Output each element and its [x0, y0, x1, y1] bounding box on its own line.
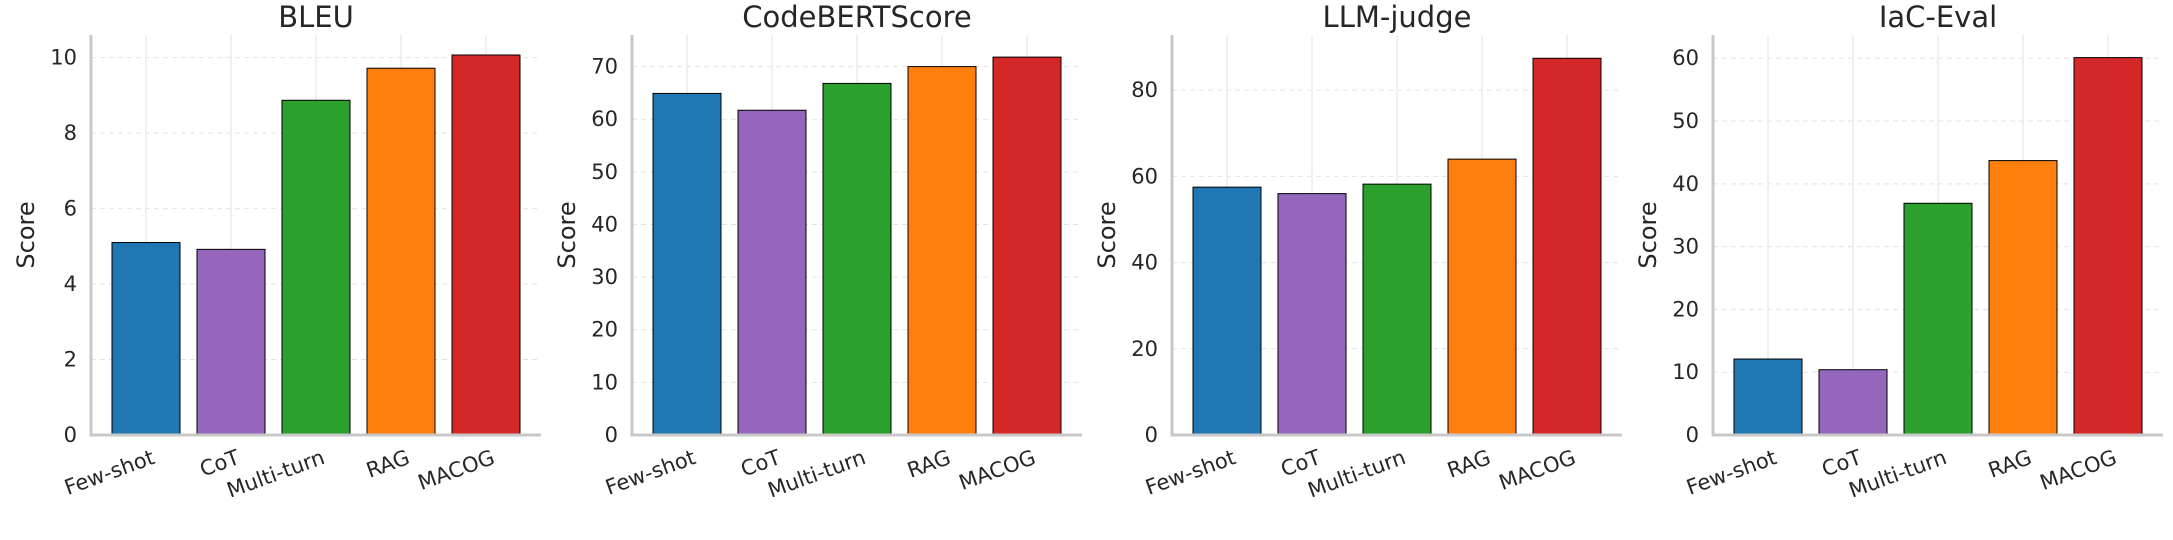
y-tick-label: 0	[605, 423, 618, 447]
bar-macog	[451, 54, 521, 436]
x-tick-label: Few-shot	[61, 445, 157, 500]
y-tick-label: 20	[1672, 297, 1699, 321]
bar-multi-turn	[1362, 183, 1432, 436]
x-tick-label: MACOG	[956, 445, 1039, 495]
bar-cot	[737, 109, 807, 436]
chart-title: LLM-judge	[1323, 0, 1472, 34]
y-tick-label: 8	[64, 121, 77, 145]
y-tick-label: 40	[591, 212, 618, 236]
bar-few-shot	[1733, 358, 1803, 436]
x-tick-label: MACOG	[415, 445, 498, 495]
y-axis-label: Score	[1093, 201, 1121, 268]
bar-macog	[1532, 57, 1602, 436]
bar-rag	[366, 67, 436, 436]
bar-macog	[992, 56, 1062, 436]
bar-few-shot	[1192, 186, 1262, 436]
y-tick-label: 20	[591, 318, 618, 342]
x-tick-label: Multi-turn	[765, 445, 869, 502]
y-tick-label: 60	[591, 107, 618, 131]
y-tick-label: 30	[1672, 235, 1699, 259]
x-tick-label: Few-shot	[602, 445, 698, 500]
y-axis-label: Score	[1634, 201, 1662, 268]
x-tick-label: Multi-turn	[1305, 445, 1409, 502]
y-tick-label: 60	[1131, 164, 1158, 188]
y-tick-label: 6	[64, 197, 77, 221]
y-tick-label: 40	[1672, 172, 1699, 196]
x-tick-label: RAG	[904, 445, 954, 483]
bar-cot	[1818, 369, 1888, 436]
y-tick-label: 4	[64, 272, 77, 296]
chart-title: IaC-Eval	[1879, 0, 1997, 34]
y-tick-label: 10	[591, 370, 618, 394]
x-tick-label: MACOG	[2037, 445, 2120, 495]
bar-multi-turn	[822, 82, 892, 436]
bar-rag	[907, 66, 977, 436]
bar-few-shot	[652, 92, 722, 436]
y-tick-label: 10	[50, 46, 77, 70]
x-tick-label: RAG	[363, 445, 413, 483]
chart-title: CodeBERTScore	[742, 0, 971, 34]
bar-multi-turn	[1903, 202, 1973, 436]
x-tick-label: RAG	[1444, 445, 1494, 483]
y-tick-label: 40	[1131, 251, 1158, 275]
y-tick-label: 10	[1672, 360, 1699, 384]
y-tick-label: 50	[1672, 109, 1699, 133]
bar-macog	[2073, 57, 2143, 436]
x-tick-label: Few-shot	[1683, 445, 1779, 500]
x-tick-label: MACOG	[1496, 445, 1579, 495]
bar-cot	[196, 248, 266, 436]
y-tick-label: 0	[1686, 423, 1699, 447]
y-tick-label: 60	[1672, 46, 1699, 70]
x-tick-label: Multi-turn	[1846, 445, 1950, 502]
y-tick-label: 80	[1131, 78, 1158, 102]
y-axis-label: Score	[12, 201, 40, 268]
y-tick-label: 2	[64, 348, 77, 372]
bar-rag	[1988, 160, 2058, 436]
bar-rag	[1447, 158, 1517, 436]
bar-multi-turn	[281, 99, 351, 436]
bar-cot	[1277, 193, 1347, 436]
y-tick-label: 50	[591, 160, 618, 184]
y-tick-label: 20	[1131, 337, 1158, 361]
x-tick-label: Few-shot	[1142, 445, 1238, 500]
y-tick-label: 0	[1145, 423, 1158, 447]
y-tick-label: 0	[64, 423, 77, 447]
y-tick-label: 30	[591, 265, 618, 289]
y-axis-label: Score	[553, 201, 581, 268]
x-tick-label: RAG	[1985, 445, 2035, 483]
y-tick-label: 70	[591, 55, 618, 79]
bar-few-shot	[111, 242, 181, 436]
x-tick-label: Multi-turn	[224, 445, 328, 502]
chart-title: BLEU	[278, 0, 354, 34]
